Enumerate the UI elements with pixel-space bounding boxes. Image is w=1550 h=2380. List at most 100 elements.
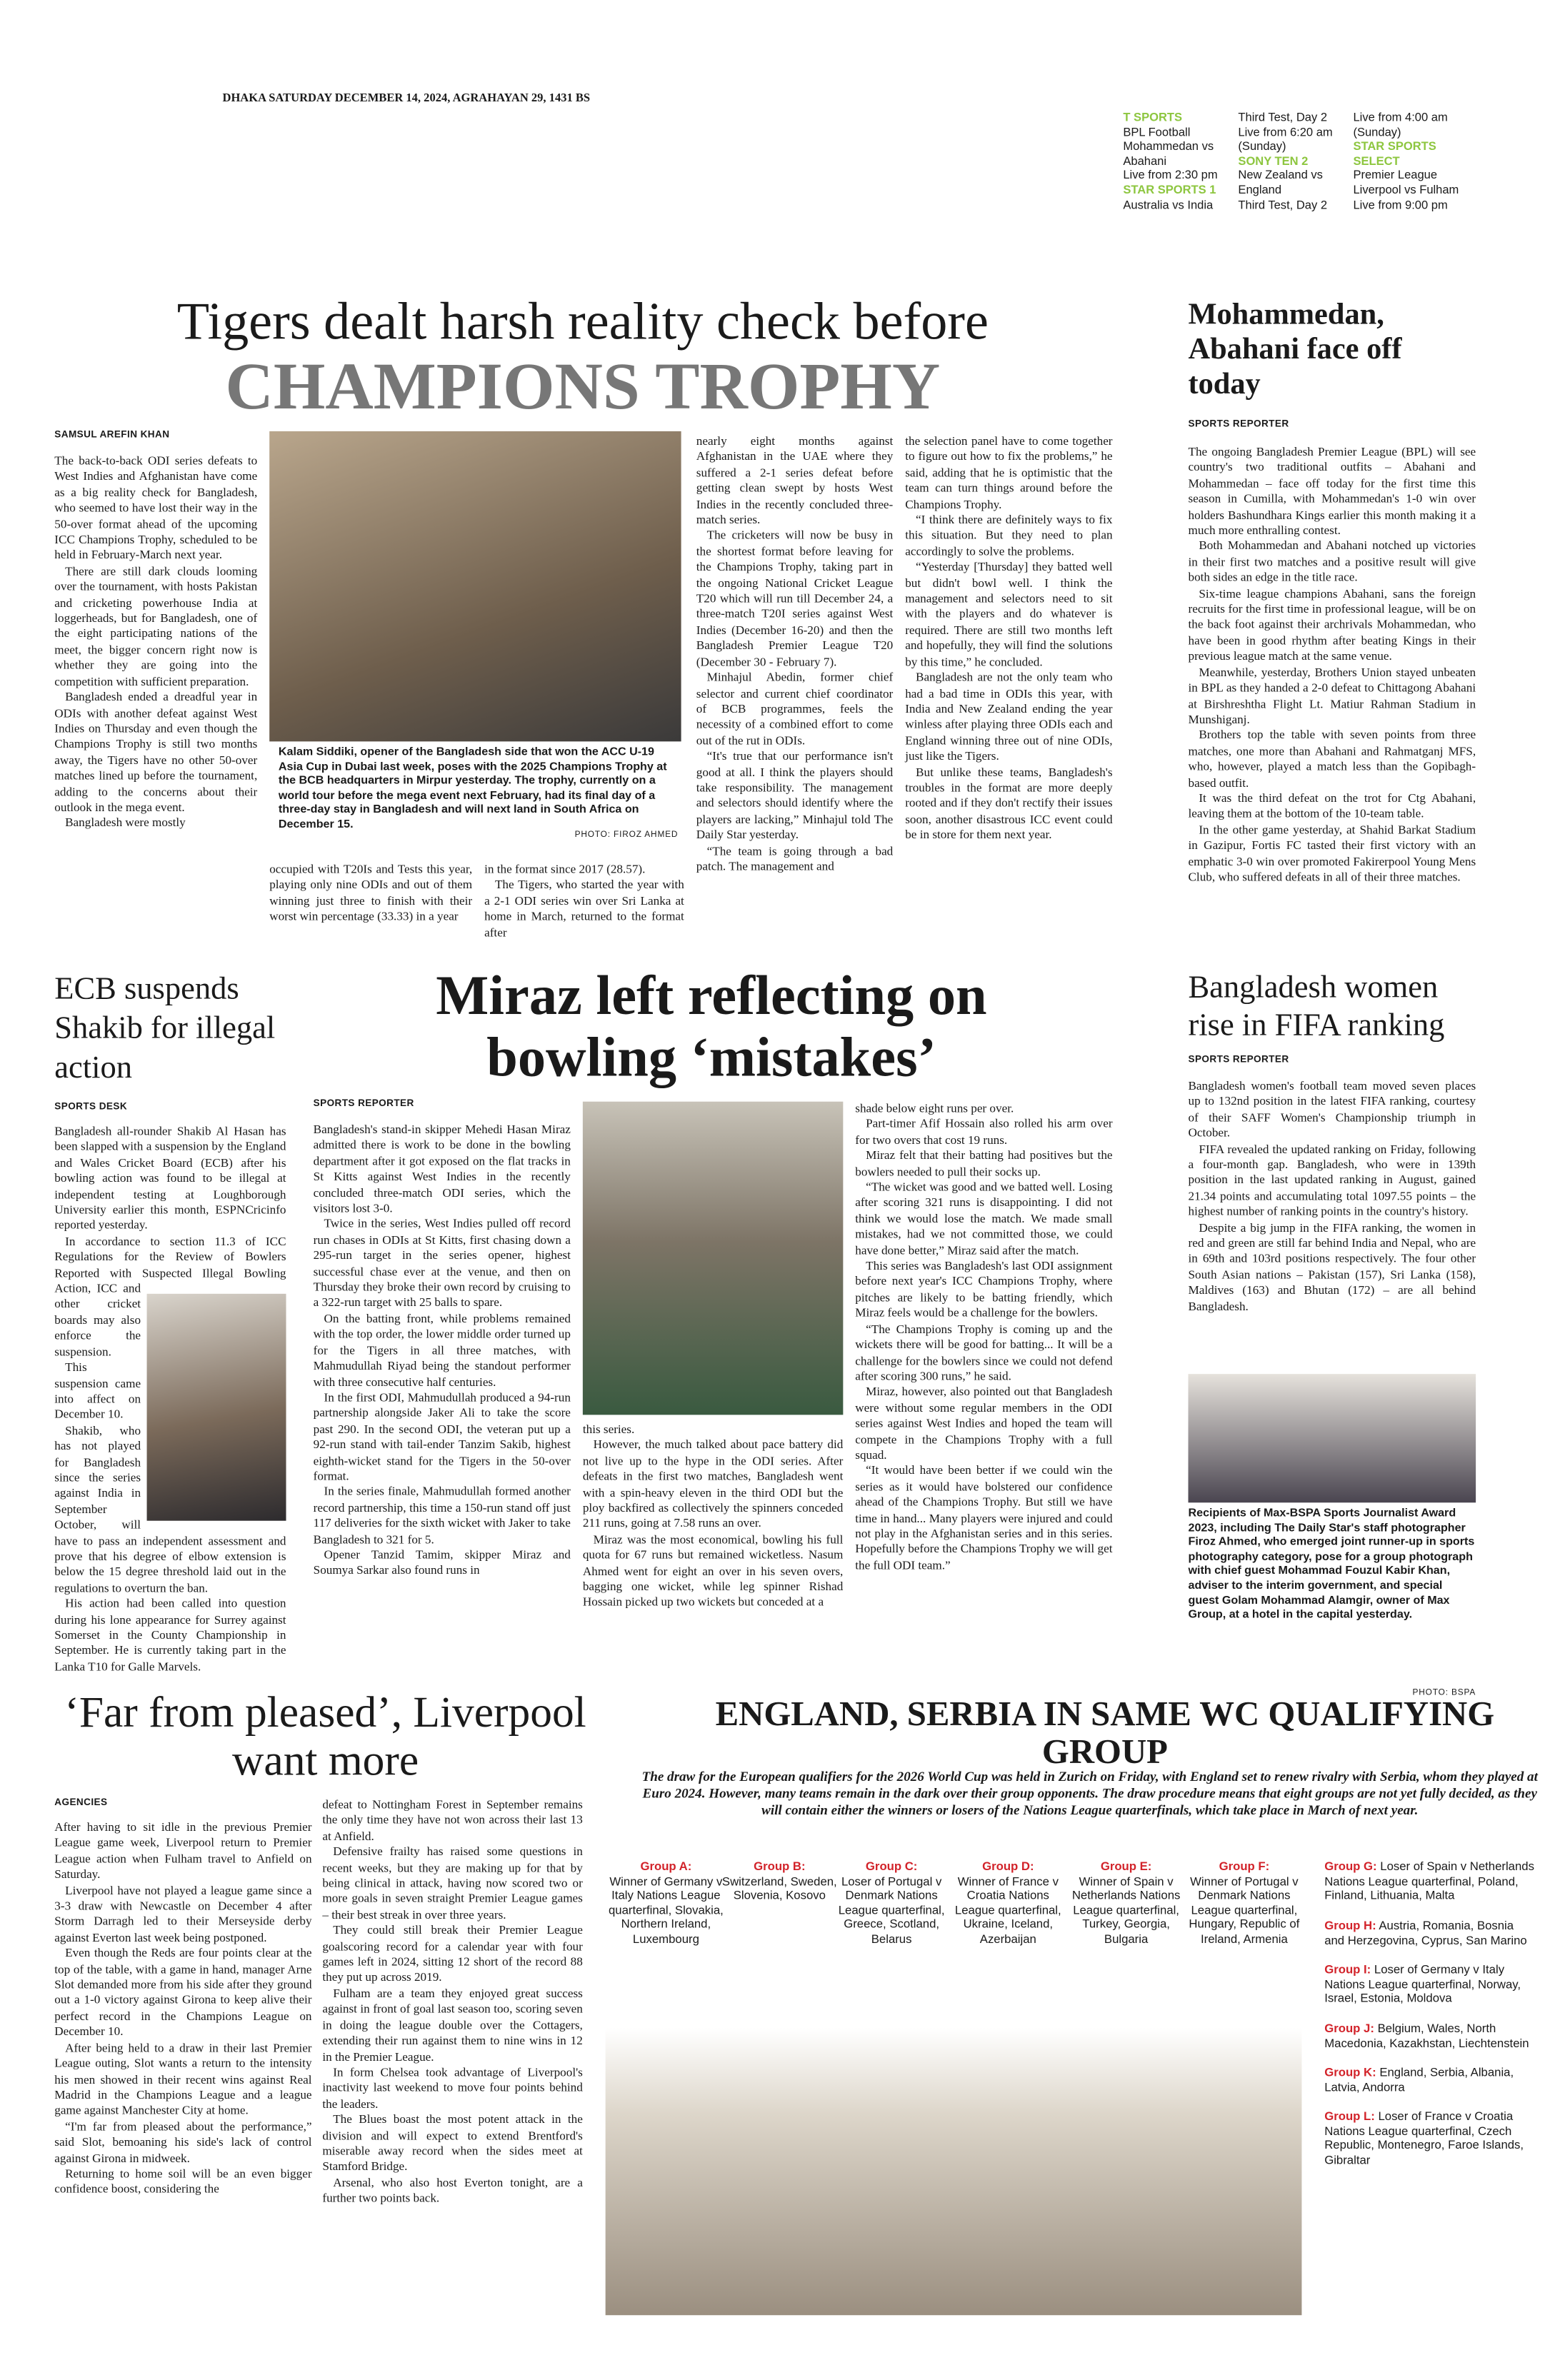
text-column: Bangladesh all-rounder Shakib Al Hasan h… [54, 1124, 286, 1675]
group-label: Group A: [640, 1859, 692, 1874]
headline: CHAMPIONS TROPHY [225, 349, 941, 424]
group: Group F: Winner of Portugal v Denmark Nat… [1186, 1859, 1301, 1947]
text-column: Bangladesh women's football team moved s… [1188, 1079, 1476, 1315]
channel: SONY TEN 2 [1238, 154, 1309, 168]
paragraph: The Tigers, who started the year with a … [484, 878, 684, 940]
paragraph: “I think there are definitely ways to fi… [905, 513, 1113, 558]
paragraph: The cricketers will now be busy in the s… [696, 528, 894, 668]
paragraph: “It's true that our performance isn't go… [696, 749, 894, 842]
group-label: Group C: [865, 1859, 918, 1874]
paragraph: FIFA revealed the updated ranking on Fri… [1188, 1142, 1476, 1219]
paragraph: Returning to home soil will be an even b… [54, 2166, 312, 2196]
listing: Live from 9:00 pm [1353, 197, 1448, 211]
text-column: The ongoing Bangladesh Premier League (B… [1188, 445, 1476, 885]
photo [582, 1101, 844, 1415]
headline: Miraz left reflecting on bowling ‘mistak… [436, 965, 987, 1090]
listing: Australia vs India [1123, 197, 1214, 211]
group: Group I: Loser of Germany v Italy Nation… [1324, 1962, 1536, 2006]
group-label: Group G: [1324, 1859, 1377, 1874]
paragraph: Bangladesh were mostly [65, 815, 186, 830]
text-column: nearly eight months against Afghanistan … [696, 434, 893, 875]
byline: SAMSUL AREFIN KHAN [54, 429, 170, 441]
listing: New Zealand vs England [1238, 169, 1323, 197]
group-label: Group L: [1324, 2109, 1375, 2124]
headline: Tigers dealt harsh reality check before [176, 291, 989, 351]
group-label: Group I: [1324, 1962, 1371, 1977]
paragraph: Twice in the series, West Indies pulled … [313, 1217, 571, 1310]
group-teams: Winner of Germany v Italy Nations League… [608, 1874, 724, 1947]
headline: Mohammedan, Abahani face off today [1188, 298, 1402, 401]
byline: SPORTS DESK [54, 1101, 128, 1113]
group: Group D: Winner of France v Croatia Natio… [951, 1859, 1066, 1947]
headline: ‘Far from pleased’, Liverpool want more [64, 1688, 586, 1786]
group-teams: Winner of Portugal v Denmark Nations Lea… [1189, 1874, 1300, 1947]
paragraph: Brothers top the table with seven points… [1188, 728, 1476, 790]
paragraph: “Yesterday [Thursday] they batted well b… [905, 560, 1113, 668]
paragraph: Bangladesh's stand-in skipper Mehedi Has… [313, 1123, 571, 1215]
paragraph: In form Chelsea took advantage of Liverp… [322, 2065, 583, 2111]
group: Group J: Belgium, Wales, North Macedonia… [1324, 2022, 1536, 2051]
byline: SPORTS REPORTER [1188, 1055, 1289, 1065]
paragraph: After being held to a draw in their last… [54, 2041, 312, 2118]
text-column: in the format since 2017 (28.57). The Tig… [484, 863, 684, 941]
group: Group L: Loser of France v Croatia Natio… [1324, 2109, 1536, 2167]
paragraph: Shakib, who has not played for Banglades… [54, 1423, 286, 1595]
byline: AGENCIES [54, 1797, 108, 1809]
byline: SPORTS REPORTER [1188, 418, 1289, 430]
group: Group B: Switzerland, Sweden, Slovenia, K… [722, 1859, 837, 1903]
paragraph: Bangladesh ended a dreadful year in ODIs… [54, 690, 258, 814]
paragraph: His action had been called into question… [54, 1597, 286, 1674]
channel: STAR SPORTS 1 [1123, 183, 1216, 197]
text-column: defeat to Nottingham Forest in September… [322, 1797, 582, 2206]
paragraph: Defensive frailty has raised some questi… [322, 1844, 583, 1922]
group: Group H: Austria, Romania, Bosnia and He… [1324, 1919, 1536, 1948]
paragraph: defeat to Nottingham Forest in September… [322, 1797, 583, 1843]
photo [269, 431, 681, 742]
text-column: After having to sit idle in the previous… [54, 1820, 311, 2198]
paragraph: It was the third defeat on the trot for … [1188, 791, 1476, 821]
byline: SPORTS REPORTER [313, 1098, 414, 1110]
paragraph: the selection panel have to come togethe… [905, 434, 1113, 511]
paragraph: This series was Bangladesh's last ODI as… [855, 1259, 1113, 1320]
headline: Bangladesh women rise in FIFA ranking [1188, 968, 1445, 1043]
listing: Liverpool vs Fulham [1353, 183, 1459, 197]
paragraph: Miraz was the most economical, bowling h… [582, 1532, 844, 1610]
group-label: Group K: [1324, 2065, 1376, 2079]
paragraph: occupied with T20Is and Tests this year,… [269, 862, 473, 924]
paragraph: Despite a big jump in the FIFA ranking, … [1188, 1220, 1476, 1313]
paragraph: On the batting front, while problems rem… [313, 1311, 571, 1389]
paragraph: Six-time league champions Abahani, sans … [1188, 586, 1476, 663]
group-label: Group E: [1100, 1859, 1152, 1874]
paragraph: this series. [582, 1422, 635, 1437]
paragraph: In accordance to section 11.3 of ICC Reg… [54, 1234, 286, 1359]
paragraph: Arsenal, who also host Everton tonight, … [322, 2175, 583, 2205]
group-teams: Loser of France v Croatia Nations League… [1324, 2109, 1524, 2167]
paragraph: Minhajul Abedin, former chief selector a… [696, 670, 894, 748]
paragraph: The ongoing Bangladesh Premier League (B… [1188, 445, 1476, 538]
listing: Live from 2:30 pm [1123, 169, 1218, 183]
group-teams: England, Serbia, Albania, Latvia, Andorr… [1324, 2065, 1514, 2094]
paragraph: Miraz felt that their batting had positi… [855, 1148, 1113, 1178]
group-teams: Winner of Spain v Netherlands Nations Le… [1071, 1874, 1181, 1947]
listing: Premier League [1353, 169, 1438, 183]
group-teams: Belgium, Wales, North Macedonia, Kazakhs… [1324, 2022, 1529, 2050]
text-column: The back-to-back ODI series defeats to W… [54, 454, 257, 832]
group: Group A: Winner of Germany v Italy Nation… [609, 1859, 724, 1947]
paragraph: “It would have been better if we could w… [855, 1463, 1113, 1572]
text-column: shade below eight runs per over. Part-tim… [855, 1102, 1112, 1575]
group-teams: Switzerland, Sweden, Slovenia, Kosovo [721, 1874, 837, 1903]
text-column: Bangladesh's stand-in skipper Mehedi Has… [314, 1123, 571, 1580]
photo-caption: Recipients of Max-BSPA Sports Journalist… [1188, 1505, 1475, 1621]
tv-listings: T SPORTS BPL Football Mohammedan vs Abahan… [1123, 111, 1459, 212]
paragraph: in the format since 2017 (28.57). [484, 862, 646, 876]
dateline: DHAKA SATURDAY DECEMBER 14, 2024, AGRAHA… [222, 91, 591, 105]
paragraph: Part-timer Afif Hossain also rolled his … [855, 1117, 1113, 1147]
paragraph: Bangladesh all-rounder Shakib Al Hasan h… [54, 1124, 286, 1232]
channel: T SPORTS [1123, 110, 1183, 124]
group-teams: Winner of France v Croatia Nations Leagu… [954, 1874, 1061, 1947]
paragraph: This suspension came into affect on Dece… [54, 1360, 141, 1422]
photo-credit: PHOTO: BSPA [1412, 1688, 1476, 1698]
paragraph: Both Mohammedan and Abahani notched up v… [1188, 539, 1476, 585]
listing: BPL Football [1123, 125, 1191, 139]
paragraph: Bangladesh are not the only team who had… [905, 670, 1113, 763]
